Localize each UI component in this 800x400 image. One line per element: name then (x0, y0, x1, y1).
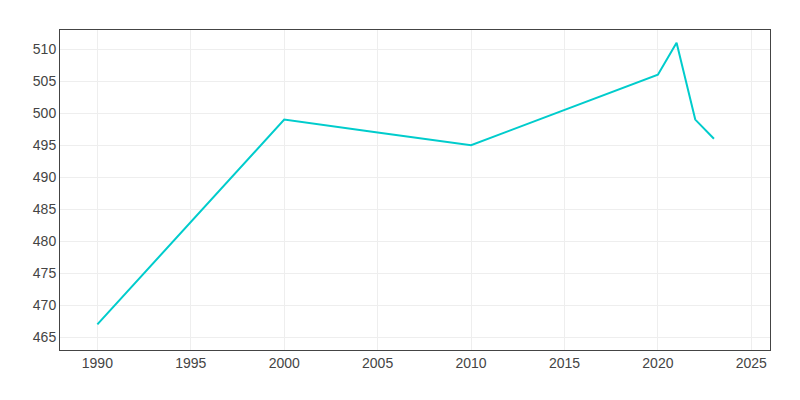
svg-text:500: 500 (33, 105, 57, 121)
svg-text:2015: 2015 (549, 355, 580, 371)
svg-text:505: 505 (33, 73, 57, 89)
svg-text:510: 510 (33, 41, 57, 57)
svg-text:490: 490 (33, 169, 57, 185)
svg-text:1990: 1990 (82, 355, 113, 371)
svg-text:2025: 2025 (736, 355, 767, 371)
svg-text:2010: 2010 (455, 355, 486, 371)
svg-text:480: 480 (33, 233, 57, 249)
svg-text:2020: 2020 (642, 355, 673, 371)
svg-text:2000: 2000 (269, 355, 300, 371)
svg-text:485: 485 (33, 201, 57, 217)
svg-text:465: 465 (33, 329, 57, 345)
svg-text:475: 475 (33, 265, 57, 281)
svg-text:1995: 1995 (175, 355, 206, 371)
svg-text:495: 495 (33, 137, 57, 153)
svg-text:470: 470 (33, 297, 57, 313)
svg-text:2005: 2005 (362, 355, 393, 371)
